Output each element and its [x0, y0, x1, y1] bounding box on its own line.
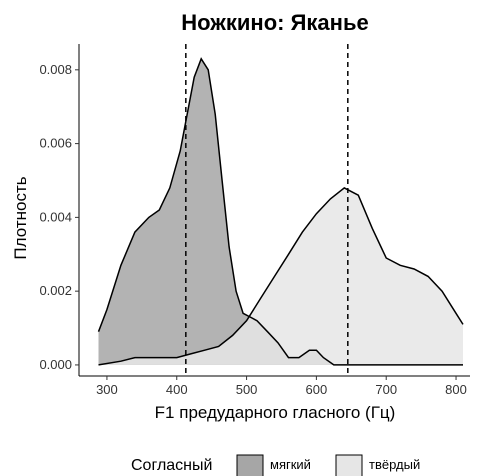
y-axis-title: Плотность — [11, 176, 30, 259]
density-line-soft — [97, 57, 463, 366]
y-tick-label: 0.000 — [39, 357, 72, 372]
x-axis-title: F1 предударного гласного (Гц) — [155, 403, 396, 422]
chart-title: Ножкино: Яканье — [181, 10, 368, 35]
legend-title: Согласный — [131, 457, 212, 474]
y-tick-label: 0.006 — [39, 136, 72, 151]
x-tick-label: 600 — [306, 382, 328, 397]
y-tick-label: 0.004 — [39, 209, 72, 224]
legend-swatch-hard — [335, 454, 363, 476]
x-tick-label: 300 — [96, 382, 118, 397]
x-tick-label: 500 — [236, 382, 258, 397]
y-tick-label: 0.002 — [39, 283, 72, 298]
x-axis: 300 400 500 600 700 800 — [79, 375, 470, 397]
legend-label-soft: мягкий — [270, 457, 311, 472]
x-tick-label: 700 — [375, 382, 397, 397]
x-tick-label: 800 — [445, 382, 467, 397]
density-line-hard — [98, 187, 464, 366]
legend-label-hard: твёрдый — [369, 457, 420, 472]
y-tick-label: 0.008 — [39, 62, 72, 77]
y-axis: 0.000 0.002 0.004 0.006 0.008 — [39, 44, 80, 376]
plot-area — [97, 44, 464, 376]
legend: Согласный мягкий твёрдый — [131, 454, 420, 476]
density-area-soft — [98, 58, 463, 365]
x-tick-label: 400 — [166, 382, 188, 397]
legend-swatch-soft — [236, 454, 264, 476]
density-area-hard — [98, 187, 463, 365]
